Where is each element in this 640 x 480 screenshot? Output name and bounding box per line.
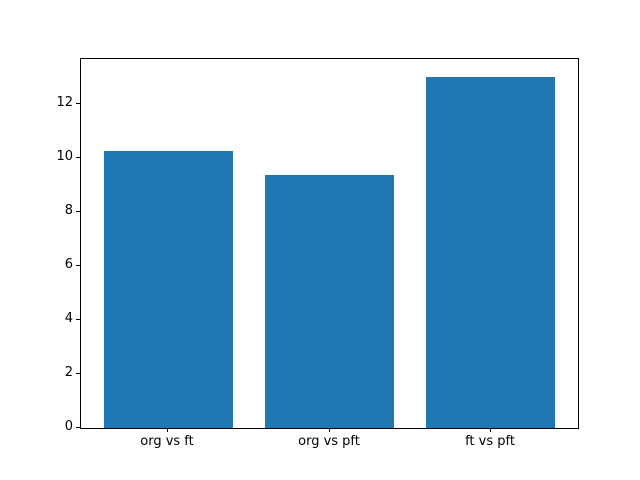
plot-area [80, 58, 579, 429]
y-tick-mark [76, 319, 80, 320]
y-tick-mark [76, 265, 80, 266]
x-tick-mark [490, 428, 491, 432]
y-tick-mark [76, 373, 80, 374]
y-tick-label: 8 [64, 203, 73, 218]
y-tick-label: 4 [64, 311, 73, 326]
y-tick-label: 10 [56, 149, 73, 164]
y-tick-mark [76, 211, 80, 212]
y-tick-mark [76, 427, 80, 428]
x-tick-label-org-vs-pft: org vs pft [298, 434, 360, 449]
y-tick-label: 6 [64, 257, 73, 272]
y-tick-label: 0 [64, 419, 73, 434]
y-tick-mark [76, 103, 80, 104]
y-tick-mark [76, 157, 80, 158]
bar-ft-vs-pft [426, 76, 556, 428]
bar-org-vs-pft [264, 175, 395, 428]
y-tick-label: 2 [64, 365, 73, 380]
x-tick-mark [329, 428, 330, 432]
bar-org-vs-ft [103, 150, 233, 428]
x-tick-label-ft-vs-pft: ft vs pft [465, 434, 515, 449]
x-tick-mark [167, 428, 168, 432]
y-tick-label: 12 [56, 95, 73, 110]
x-tick-label-org-vs-ft: org vs ft [140, 434, 194, 449]
